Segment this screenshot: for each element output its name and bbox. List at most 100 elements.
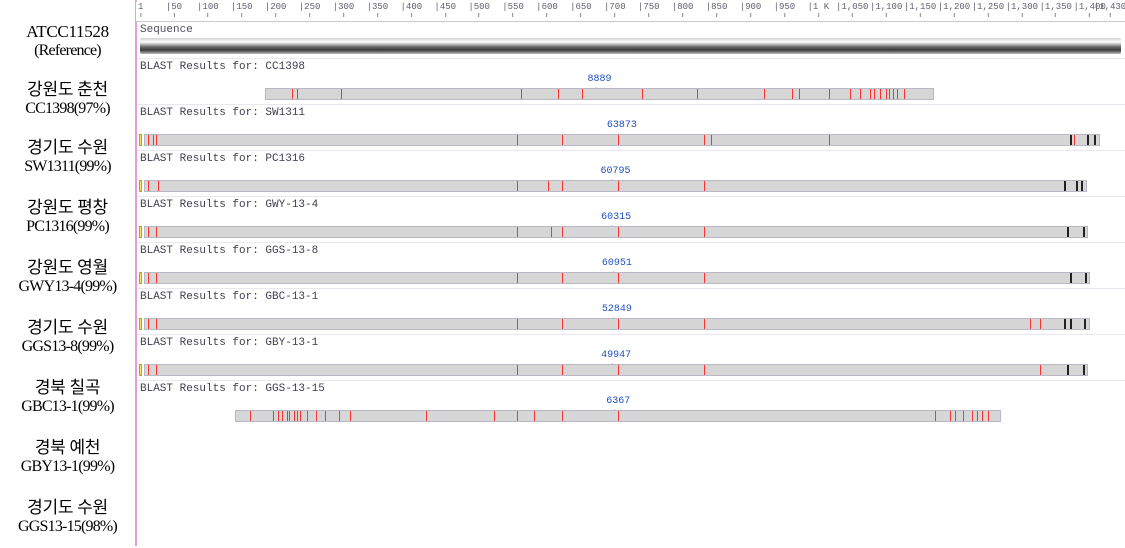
alignment-bar[interactable] bbox=[144, 272, 1090, 284]
track-body: 6367〉 bbox=[136, 396, 1125, 426]
ruler-tick: 1 bbox=[138, 2, 143, 17]
ruler-tick: |800 bbox=[672, 2, 694, 17]
label-line: 강원도 영월 bbox=[0, 258, 135, 278]
gap-mark bbox=[1067, 227, 1069, 237]
label-line: 경기도 수원 bbox=[0, 498, 135, 518]
mismatch-mark bbox=[316, 411, 317, 421]
mismatch-mark bbox=[156, 273, 157, 283]
mismatch-mark bbox=[562, 273, 563, 283]
mismatch-mark bbox=[704, 181, 705, 191]
alignment-bar[interactable] bbox=[144, 318, 1090, 330]
track-score: 63873 bbox=[607, 120, 637, 131]
ruler-tick: |950 bbox=[774, 2, 796, 17]
mismatch-mark bbox=[562, 319, 563, 329]
ruler-tick: |650 bbox=[570, 2, 592, 17]
mismatch-mark bbox=[988, 411, 989, 421]
blast-track: BLAST Results for: PC131660795〉 bbox=[136, 150, 1125, 196]
mismatch-mark bbox=[618, 273, 619, 283]
mismatch-mark bbox=[158, 181, 159, 191]
label-line: 강원도 춘천 bbox=[0, 80, 135, 100]
ruler-tick: |400 bbox=[401, 2, 423, 17]
mismatch-mark bbox=[889, 89, 890, 99]
label-line: 경기도 수원 bbox=[0, 318, 135, 338]
mismatch-mark bbox=[517, 365, 518, 375]
gap-mark bbox=[1067, 365, 1069, 375]
mismatch-mark bbox=[886, 89, 887, 99]
mismatch-mark bbox=[156, 365, 157, 375]
label-line: GGS13-15(98%) bbox=[0, 518, 135, 536]
mismatch-mark bbox=[250, 411, 251, 421]
ruler-tick: |250 bbox=[299, 2, 321, 17]
gap-mark bbox=[1076, 181, 1078, 191]
track-body: 63873〉 bbox=[136, 120, 1125, 150]
mismatch-mark bbox=[300, 411, 301, 421]
label-line: GWY13-4(99%) bbox=[0, 278, 135, 296]
track-score: 60951 bbox=[602, 258, 632, 269]
mismatch-mark bbox=[278, 411, 279, 421]
reference-label: ATCC11528(Reference) bbox=[0, 22, 135, 68]
mismatch-mark bbox=[148, 319, 149, 329]
alignment-start-cap bbox=[139, 134, 142, 146]
track-header: BLAST Results for: GBY-13-1 bbox=[136, 335, 1125, 350]
mismatch-mark bbox=[704, 319, 705, 329]
mismatch-mark bbox=[764, 89, 765, 99]
ruler-tick: |50 bbox=[166, 2, 182, 17]
mismatch-mark bbox=[935, 411, 936, 421]
gap-mark bbox=[1070, 319, 1072, 329]
track-label: 강원도 평창PC1316(99%) bbox=[0, 188, 135, 248]
ruler-tick: |1,430 bbox=[1094, 2, 1125, 17]
label-line: (Reference) bbox=[0, 42, 135, 60]
mismatch-mark bbox=[618, 365, 619, 375]
alignment-start-cap bbox=[139, 364, 142, 376]
alignment-start-cap bbox=[139, 226, 142, 238]
label-line: ATCC11528 bbox=[0, 22, 135, 42]
blast-track: BLAST Results for: GGS-13-156367〉 bbox=[136, 380, 1125, 426]
alignment-bar[interactable] bbox=[265, 88, 933, 100]
alignment-bar[interactable] bbox=[144, 226, 1088, 238]
alignment-start-cap bbox=[139, 272, 142, 284]
track-score: 49947 bbox=[601, 350, 631, 361]
alignment-bar[interactable] bbox=[144, 134, 1100, 146]
track-body: 49947〉 bbox=[136, 350, 1125, 380]
mismatch-mark bbox=[297, 411, 298, 421]
ruler-tick: |1,100 bbox=[870, 2, 902, 17]
gap-mark bbox=[1070, 273, 1072, 283]
alignment-bar[interactable] bbox=[144, 180, 1087, 192]
mismatch-mark bbox=[517, 273, 518, 283]
tracks-column: 1|50|100|150|200|250|300|350|400|450|500… bbox=[135, 0, 1125, 546]
mismatch-mark bbox=[697, 89, 698, 99]
blast-track: BLAST Results for: GBC-13-152849〉 bbox=[136, 288, 1125, 334]
mismatch-mark bbox=[548, 181, 549, 191]
mismatch-mark bbox=[156, 227, 157, 237]
mismatch-mark bbox=[148, 273, 149, 283]
gap-mark bbox=[1064, 181, 1066, 191]
mismatch-mark bbox=[704, 227, 705, 237]
ruler-tick: |1,250 bbox=[972, 2, 1004, 17]
mismatch-mark bbox=[870, 89, 871, 99]
alignment-bar[interactable] bbox=[144, 364, 1088, 376]
mismatch-mark bbox=[642, 89, 643, 99]
track-label: 경기도 수원GGS13-8(99%) bbox=[0, 308, 135, 368]
mismatch-mark bbox=[618, 135, 619, 145]
mismatch-mark bbox=[874, 89, 875, 99]
gap-mark bbox=[1084, 319, 1086, 329]
mismatch-mark bbox=[156, 135, 157, 145]
mismatch-mark bbox=[618, 181, 619, 191]
track-header: BLAST Results for: GGS-13-15 bbox=[136, 381, 1125, 396]
track-score: 6367 bbox=[606, 396, 630, 407]
alignment-bar[interactable] bbox=[235, 410, 1002, 422]
mismatch-mark bbox=[534, 411, 535, 421]
mismatch-mark bbox=[153, 135, 154, 145]
blast-track: BLAST Results for: GWY-13-460315〉 bbox=[136, 196, 1125, 242]
mismatch-mark bbox=[517, 411, 518, 421]
alignment-start-cap bbox=[139, 318, 142, 330]
gap-mark bbox=[1085, 273, 1087, 283]
mismatch-mark bbox=[494, 411, 495, 421]
blast-track: BLAST Results for: SW131163873〉 bbox=[136, 104, 1125, 150]
track-header: BLAST Results for: GWY-13-4 bbox=[136, 197, 1125, 212]
mismatch-mark bbox=[893, 89, 894, 99]
track-score: 60315 bbox=[601, 212, 631, 223]
mismatch-mark bbox=[156, 319, 157, 329]
mismatch-mark bbox=[339, 411, 340, 421]
mismatch-mark bbox=[829, 89, 830, 99]
